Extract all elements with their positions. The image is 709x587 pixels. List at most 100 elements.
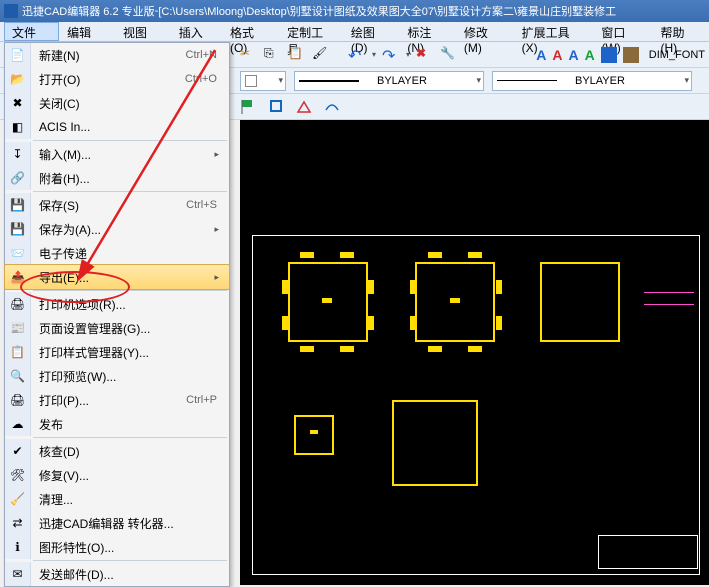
- menu-edit[interactable]: 编辑(E): [59, 22, 115, 41]
- poly-icon[interactable]: [268, 98, 286, 116]
- saveas-icon: 💾: [5, 217, 31, 241]
- linetype-dropdown[interactable]: BYLAYER ▾: [294, 71, 484, 91]
- menu-item-label: 打印(P)...: [31, 392, 186, 409]
- file-menu-printopt[interactable]: 🖨打印机选项(R)...: [5, 292, 229, 316]
- title-bar: 迅捷CAD编辑器 6.2 专业版 - [C:\Users\Mloong\Desk…: [0, 0, 709, 22]
- menu-item-label: 电子传递: [31, 245, 223, 262]
- menu-item-label: 打印样式管理器(Y)...: [31, 344, 223, 361]
- document-path: [C:\Users\Mloong\Desktop\别墅设计图纸及效果图大全07\…: [158, 3, 616, 19]
- open-icon: 📂: [5, 67, 31, 91]
- file-menu-props[interactable]: ℹ图形特性(O)...: [5, 535, 229, 559]
- mail-icon: ✉: [5, 562, 31, 586]
- file-menu-save[interactable]: 💾保存(S)Ctrl+S: [5, 193, 229, 217]
- lineweight-value: BYLAYER: [575, 75, 625, 87]
- menu-item-label: 新建(N): [31, 47, 186, 64]
- undo-icon[interactable]: ↶: [348, 46, 366, 64]
- app-icon: [4, 4, 18, 18]
- file-menu-pagesetup[interactable]: 📰页面设置管理器(G)...: [5, 316, 229, 340]
- publish-icon: ☁: [5, 412, 31, 436]
- menu-item-label: 核查(D): [31, 443, 223, 460]
- file-menu-attach[interactable]: 🔗附着(H)...: [5, 166, 229, 190]
- file-menu-conv[interactable]: ⇄迅捷CAD编辑器 转化器...: [5, 511, 229, 535]
- menu-window[interactable]: 窗口(W): [593, 22, 652, 41]
- menu-item-label: 附着(H)...: [31, 170, 223, 187]
- file-menu-export[interactable]: 📤导出(E)...▸: [4, 264, 230, 290]
- textstyle-a1[interactable]: A: [536, 47, 546, 63]
- menu-item-label: 关闭(C): [31, 95, 223, 112]
- flag-icon[interactable]: [240, 98, 258, 116]
- file-menu-publish[interactable]: ☁发布: [5, 412, 229, 436]
- file-menu-import[interactable]: ↧输入(M)...▸: [5, 142, 229, 166]
- lineweight-dropdown[interactable]: BYLAYER ▾: [492, 71, 692, 91]
- file-menu-mail[interactable]: ✉发送邮件(D)...: [5, 562, 229, 586]
- import-icon: ↧: [5, 142, 31, 166]
- menu-format[interactable]: 格式(O): [222, 22, 279, 41]
- curve-icon[interactable]: [324, 98, 342, 116]
- file-menu-saveas[interactable]: 💾保存为(A)...▸: [5, 217, 229, 241]
- file-menu-preview[interactable]: 🔍打印预览(W)...: [5, 364, 229, 388]
- menu-insert[interactable]: 插入(I): [171, 22, 222, 41]
- textstyle-icon2[interactable]: [623, 47, 639, 63]
- file-menu-acis[interactable]: ◧ACIS In...: [5, 115, 229, 139]
- dim-font-label[interactable]: DIM_FONT: [645, 49, 709, 61]
- menu-custom[interactable]: 定制工具: [279, 22, 343, 41]
- menu-item-label: 保存(S): [31, 197, 186, 214]
- props-icon: ℹ: [5, 535, 31, 559]
- menu-help[interactable]: 帮助(H): [653, 22, 709, 41]
- match-icon[interactable]: 🖌: [312, 46, 330, 64]
- file-menu-etrans[interactable]: 📨电子传递: [5, 241, 229, 265]
- new-icon: 📄: [5, 43, 31, 67]
- menu-item-label: 修复(V)...: [31, 467, 223, 484]
- acis-icon: ◧: [5, 115, 31, 139]
- export-icon: 📤: [5, 265, 31, 289]
- print-icon: 🖨: [5, 388, 31, 412]
- audit-icon: ✔: [5, 439, 31, 463]
- copy-icon[interactable]: ⎘: [264, 46, 282, 64]
- drawing-canvas[interactable]: [240, 120, 709, 585]
- menu-ext[interactable]: 扩展工具(X): [514, 22, 594, 41]
- file-menu-audit[interactable]: ✔核查(D): [5, 439, 229, 463]
- recover-icon: 🛠: [5, 463, 31, 487]
- color-dropdown[interactable]: ▾: [240, 71, 286, 91]
- textstyle-a2[interactable]: A: [552, 47, 562, 63]
- plotstyle-icon: 📋: [5, 340, 31, 364]
- file-menu-close[interactable]: ✖关闭(C): [5, 91, 229, 115]
- tool-icon[interactable]: 🔧: [440, 46, 458, 64]
- file-menu-recover[interactable]: 🛠修复(V)...: [5, 463, 229, 487]
- menu-item-label: ACIS In...: [31, 120, 223, 134]
- menu-item-label: 打印预览(W)...: [31, 368, 223, 385]
- menu-draw[interactable]: 绘图(D): [343, 22, 399, 41]
- file-menu-new[interactable]: 📄新建(N)Ctrl+N: [5, 43, 229, 67]
- menu-item-label: 输入(M)...: [31, 146, 214, 163]
- app-title: 迅捷CAD编辑器 6.2 专业版: [22, 3, 155, 19]
- etrans-icon: 📨: [5, 241, 31, 265]
- paste-icon[interactable]: 📋: [288, 46, 306, 64]
- textstyle-a3[interactable]: A: [569, 47, 579, 63]
- file-menu-print[interactable]: 🖨打印(P)...Ctrl+P: [5, 388, 229, 412]
- file-menu-open[interactable]: 📂打开(O)Ctrl+O: [5, 67, 229, 91]
- menu-item-label: 发布: [31, 416, 223, 433]
- textstyle-a4[interactable]: A: [585, 47, 595, 63]
- attach-icon: 🔗: [5, 166, 31, 190]
- conv-icon: ⇄: [5, 511, 31, 535]
- menu-annot[interactable]: 标注(N): [399, 22, 455, 41]
- menu-item-label: 图形特性(O)...: [31, 539, 223, 556]
- purge-icon: 🧹: [5, 487, 31, 511]
- menu-modify[interactable]: 修改(M): [456, 22, 514, 41]
- file-menu-dropdown: 📄新建(N)Ctrl+N📂打开(O)Ctrl+O✖关闭(C)◧ACIS In..…: [4, 42, 230, 587]
- cut-icon[interactable]: ✂: [240, 46, 258, 64]
- printopt-icon: 🖨: [5, 292, 31, 316]
- menu-bar: 文件(F) 编辑(E) 视图(V) 插入(I) 格式(O) 定制工具 绘图(D)…: [0, 22, 709, 42]
- textstyle-icon1[interactable]: [601, 47, 617, 63]
- file-menu-plotstyle[interactable]: 📋打印样式管理器(Y)...: [5, 340, 229, 364]
- save-icon: 💾: [5, 193, 31, 217]
- menu-item-label: 发送邮件(D)...: [31, 566, 223, 583]
- linetype-value: BYLAYER: [377, 75, 427, 87]
- cancel-icon[interactable]: ✖: [416, 46, 434, 64]
- menu-view[interactable]: 视图(V): [115, 22, 171, 41]
- file-menu-purge[interactable]: 🧹清理...: [5, 487, 229, 511]
- menu-item-label: 页面设置管理器(G)...: [31, 320, 223, 337]
- redo-icon[interactable]: ↷: [382, 46, 400, 64]
- menu-file[interactable]: 文件(F): [4, 22, 59, 41]
- area-icon[interactable]: [296, 98, 314, 116]
